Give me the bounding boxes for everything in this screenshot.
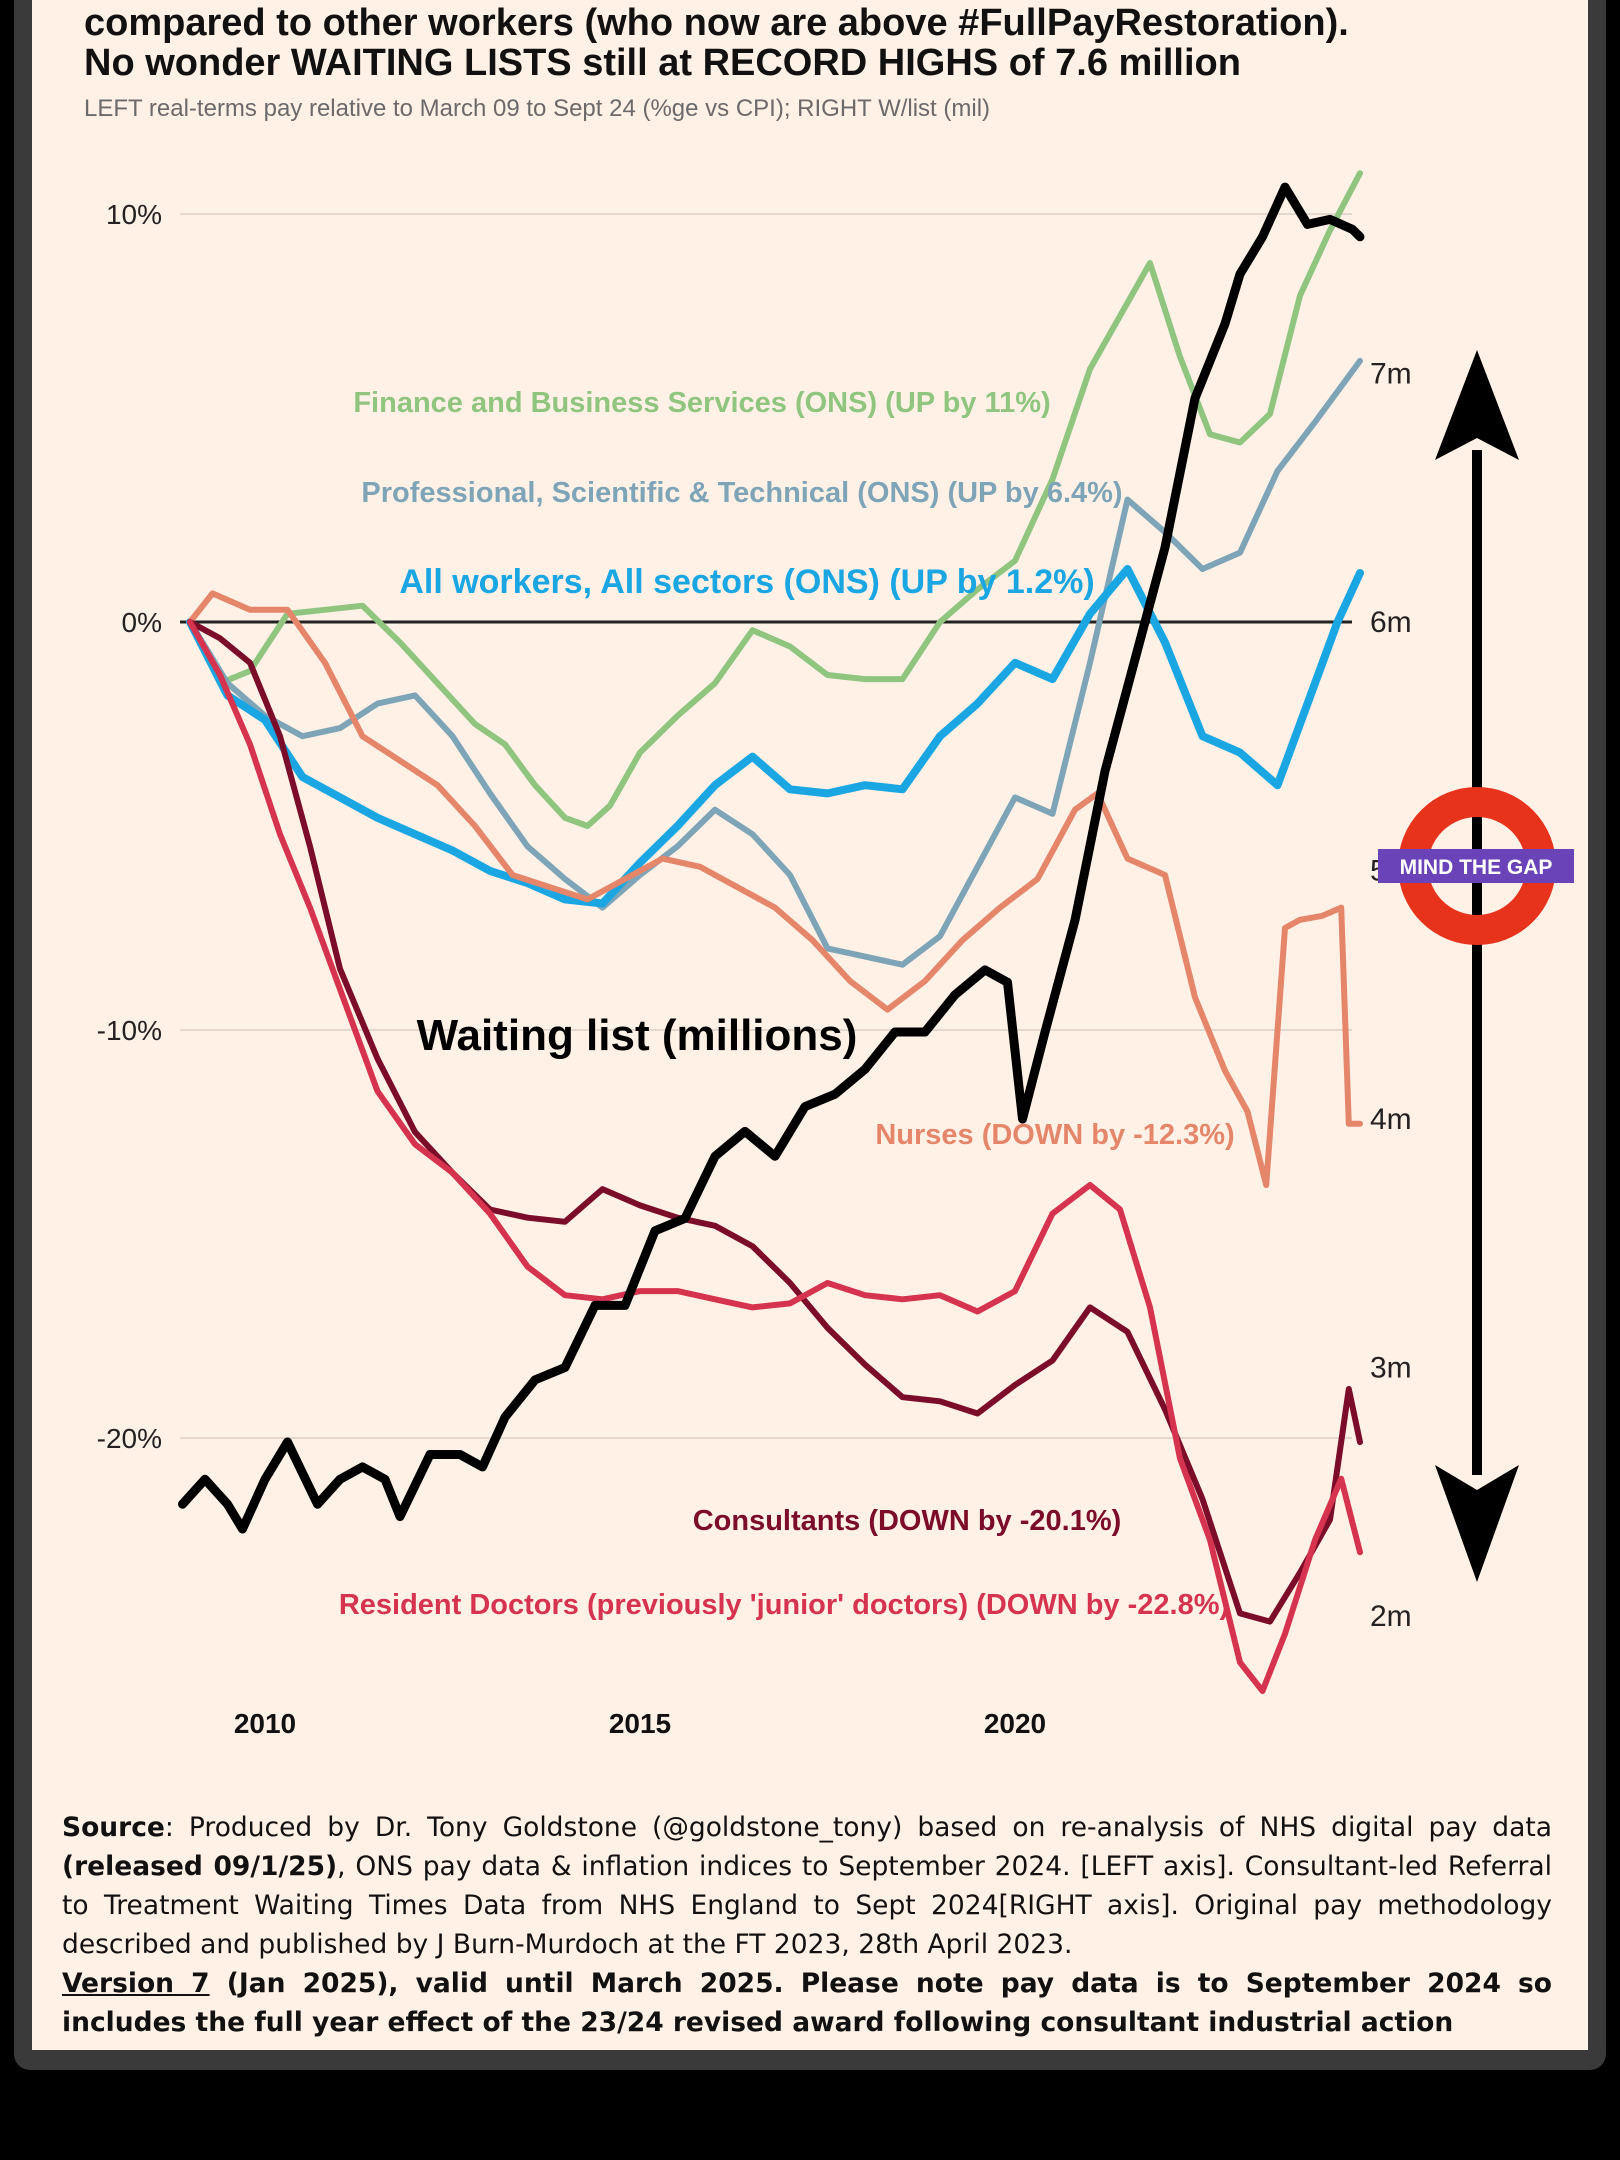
- label-professional: Professional, Scientific & Technical (ON…: [361, 477, 1122, 509]
- right-tick-label: 4m: [1370, 1103, 1412, 1136]
- label-waiting-list: Waiting list (millions): [417, 1011, 858, 1060]
- label-nurses: Nurses (DOWN by -12.3%): [875, 1119, 1234, 1151]
- left-tick-label: 10%: [106, 199, 162, 230]
- series-line-waiting-list-millions: [178, 182, 1365, 1534]
- image-panel: compared to other workers (who now are a…: [32, 0, 1588, 2050]
- chart-subtitle: LEFT real-terms pay relative to March 09…: [84, 95, 991, 122]
- x-tick-label: 2010: [234, 1708, 296, 1739]
- series-line-consultants-down-by-20-1: [187, 619, 1363, 1625]
- gap-arrow-up-head: [1435, 350, 1519, 460]
- series-line-professional-scientific-technical-ons-up: [187, 357, 1363, 968]
- right-tick-label: 3m: [1370, 1352, 1412, 1385]
- left-tick-label: -20%: [97, 1423, 162, 1454]
- right-tick-label: 2m: [1370, 1600, 1412, 1633]
- source-release: (released 09/1/25): [62, 1851, 338, 1882]
- label-all-workers: All workers, All sectors (ONS) (UP by 1.…: [399, 563, 1094, 601]
- x-tick-label: 2015: [609, 1708, 671, 1739]
- roundel-bar: [1378, 849, 1574, 883]
- roundel-text: MIND THE GAP: [1400, 856, 1553, 879]
- source-text-2: , ONS pay data & inflation indices to Se…: [62, 1851, 1552, 1960]
- source-text-1: : Produced by Dr. Tony Goldstone (@golds…: [164, 1812, 1552, 1843]
- label-finance: Finance and Business Services (ONS) (UP …: [353, 387, 1050, 419]
- source-label: Source: [62, 1812, 165, 1843]
- series-line-resident-doctors-previously-junior-docto: [187, 619, 1363, 1694]
- x-tick-label: 2020: [984, 1708, 1046, 1739]
- title-line-2: No wonder WAITING LISTS still at RECORD …: [84, 42, 1241, 84]
- right-tick-label: 7m: [1370, 358, 1412, 391]
- title-line-1: compared to other workers (who now are a…: [84, 2, 1349, 44]
- version-label: Version 7: [62, 1968, 210, 1999]
- series-line-nurses-down-by-12-3: [187, 590, 1363, 1188]
- left-tick-label: 0%: [122, 607, 162, 638]
- series-line-all-workers-all-sectors-ons-up-by-1-2: [186, 565, 1364, 908]
- gap-arrow-down-head: [1435, 1465, 1519, 1582]
- left-tick-label: -10%: [97, 1015, 162, 1046]
- source-note: Source: Produced by Dr. Tony Goldstone (…: [62, 1808, 1552, 2042]
- label-resident-doctors: Resident Doctors (previously 'junior' do…: [339, 1589, 1229, 1621]
- series-line-finance-and-business-services-ons-up-by-: [187, 170, 1363, 829]
- right-tick-label: 6m: [1370, 606, 1412, 639]
- version-text: (Jan 2025), valid until March 2025. Plea…: [62, 1968, 1552, 2038]
- label-consultants: Consultants (DOWN by -20.1%): [693, 1505, 1122, 1537]
- pay-vs-waiting-list-chart: 10%0%-10%-20%7m6m5m4m3m2m201020152020Fin…: [97, 170, 1574, 1739]
